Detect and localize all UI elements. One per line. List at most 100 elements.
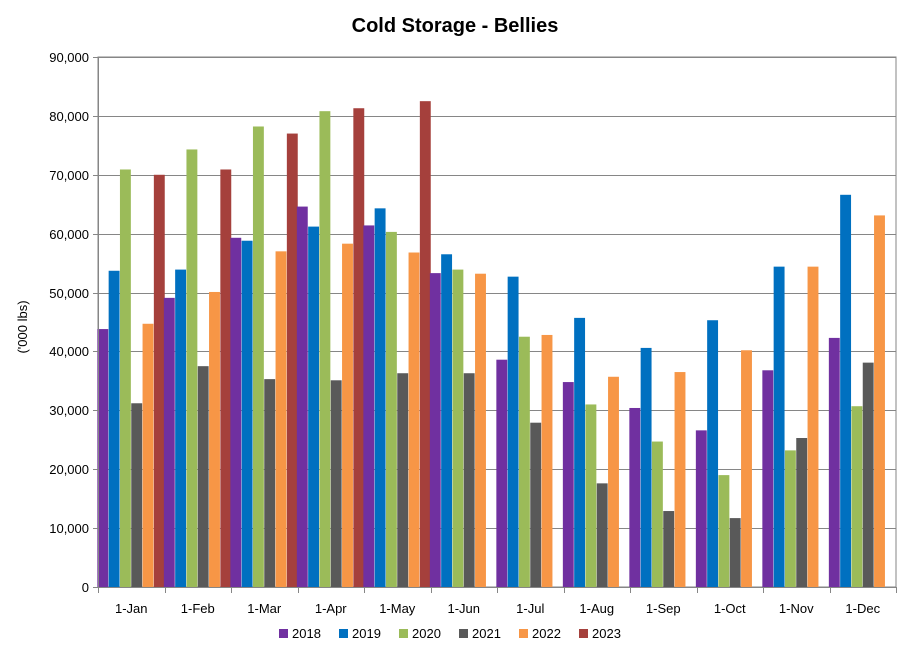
x-tick-label: 1-Feb bbox=[181, 601, 215, 616]
x-tick-label: 1-May bbox=[379, 601, 416, 616]
x-tick-label: 1-Aug bbox=[579, 601, 614, 616]
bar-2020-1-Nov bbox=[784, 450, 796, 587]
bar-2020-1-Sep bbox=[651, 441, 663, 587]
legend: 2018 2019 2020 2021 2022 2023 bbox=[279, 626, 621, 641]
bar-2020-1-Jan bbox=[119, 169, 131, 587]
y-tick-label: 60,000 bbox=[49, 227, 89, 242]
y-tick-label: 90,000 bbox=[49, 50, 89, 65]
legend-item-2019: 2019 bbox=[339, 626, 381, 641]
bar-2022-1-Apr bbox=[342, 243, 353, 587]
legend-swatch bbox=[459, 629, 468, 638]
bar-2021-1-Jul bbox=[530, 422, 542, 587]
x-tick-label: 1-Dec bbox=[845, 601, 880, 616]
bar-2020-1-Aug bbox=[585, 404, 597, 587]
y-axis-label: ('000 lbs) bbox=[15, 300, 30, 353]
bar-2021-1-Sep bbox=[663, 511, 675, 587]
bar-2021-1-Mar bbox=[264, 379, 276, 587]
x-tick-labels: 1-Jan 1-Feb 1-Mar 1-Apr 1-May 1-Jun 1-Jul 1-Aug… bbox=[115, 601, 881, 616]
legend-swatch bbox=[579, 629, 588, 638]
legend-label: 2022 bbox=[532, 626, 561, 641]
legend-swatch bbox=[339, 629, 348, 638]
bar-2023-1-Apr bbox=[353, 108, 365, 587]
legend-swatch bbox=[279, 629, 288, 638]
y-tick-label: 40,000 bbox=[49, 344, 89, 359]
y-tick-label: 50,000 bbox=[49, 286, 89, 301]
bar-2022-1-Jul bbox=[541, 334, 553, 587]
bar-2018-1-Mar bbox=[230, 237, 242, 588]
bar-2019-1-Sep bbox=[640, 347, 652, 587]
bar-2018-1-Nov bbox=[762, 370, 774, 587]
bar-2022-1-Jun bbox=[475, 273, 486, 587]
bar-2019-1-Jan bbox=[108, 270, 120, 587]
bar-2023-1-Jan bbox=[153, 174, 165, 587]
bar-2022-1-Jan bbox=[142, 323, 154, 587]
bar-2021-1-Feb bbox=[197, 366, 209, 587]
bar-2018-1-Jul bbox=[496, 359, 508, 587]
bar-2021-1-Oct bbox=[729, 518, 741, 587]
bar-2019-1-May bbox=[374, 208, 386, 587]
bar-2018-1-Sep bbox=[629, 407, 641, 587]
bar-2018-1-Dec bbox=[828, 337, 840, 587]
bar-2022-1-Aug bbox=[608, 376, 619, 587]
legend-item-2023: 2023 bbox=[579, 626, 621, 641]
bar-2019-1-Mar bbox=[241, 240, 253, 587]
bar-2022-1-Nov bbox=[807, 266, 819, 587]
bar-2019-1-Jun bbox=[441, 254, 453, 587]
bar-2023-1-Feb bbox=[220, 169, 232, 587]
x-tick-label: 1-Mar bbox=[247, 601, 282, 616]
y-tick-label: 70,000 bbox=[49, 168, 89, 183]
x-tick-label: 1-Sep bbox=[646, 601, 681, 616]
x-tick-label: 1-Nov bbox=[779, 601, 814, 616]
bar-2020-1-Jul bbox=[518, 336, 530, 587]
bar-2019-1-Dec bbox=[840, 194, 852, 588]
bar-2018-1-Jun bbox=[429, 273, 441, 587]
bar-2018-1-Oct bbox=[695, 430, 707, 587]
bar-2021-1-Jan bbox=[131, 403, 143, 587]
legend-item-2018: 2018 bbox=[279, 626, 321, 641]
bar-2018-1-Apr bbox=[296, 206, 308, 588]
bar-2023-1-May bbox=[419, 101, 431, 588]
y-tick-label: 80,000 bbox=[49, 109, 89, 124]
bar-2022-1-Sep bbox=[674, 372, 686, 587]
bar-2020-1-Apr bbox=[319, 111, 331, 587]
legend-item-2020: 2020 bbox=[399, 626, 441, 641]
legend-label: 2018 bbox=[292, 626, 321, 641]
bar-2023-1-Mar bbox=[286, 133, 298, 588]
bar-2019-1-Apr bbox=[308, 226, 320, 587]
bar-2019-1-Feb bbox=[175, 269, 187, 587]
y-tick-label: 20,000 bbox=[49, 462, 89, 477]
bar-2021-1-Jun bbox=[463, 373, 475, 587]
bar-2020-1-May bbox=[385, 231, 397, 587]
bar-2018-1-Feb bbox=[163, 297, 175, 587]
bar-2018-1-May bbox=[363, 225, 375, 587]
x-tick-label: 1-Jun bbox=[447, 601, 480, 616]
bar-2019-1-Aug bbox=[574, 317, 586, 587]
bar-2022-1-Dec bbox=[874, 215, 885, 587]
bar-2021-1-May bbox=[397, 373, 409, 587]
legend-swatch bbox=[399, 629, 408, 638]
bar-2020-1-Mar bbox=[252, 126, 264, 587]
bar-2020-1-Jun bbox=[452, 269, 464, 587]
bar-2022-1-May bbox=[408, 252, 420, 587]
bar-2022-1-Feb bbox=[209, 291, 220, 587]
legend-label: 2023 bbox=[592, 626, 621, 641]
bar-2018-1-Jan bbox=[97, 329, 109, 587]
bar-2019-1-Oct bbox=[707, 320, 719, 587]
legend-label: 2019 bbox=[352, 626, 381, 641]
x-tick-label: 1-Oct bbox=[714, 601, 746, 616]
bars bbox=[97, 101, 885, 588]
bar-2021-1-Dec bbox=[862, 362, 874, 587]
bar-2021-1-Nov bbox=[796, 438, 808, 587]
y-tick-labels: 0 10,000 20,000 30,000 40,000 50,000 60,000 70,… bbox=[49, 50, 89, 595]
legend-swatch bbox=[519, 629, 528, 638]
x-tick-label: 1-Apr bbox=[315, 601, 347, 616]
legend-item-2022: 2022 bbox=[519, 626, 561, 641]
bar-2020-1-Oct bbox=[718, 475, 730, 587]
bar-2019-1-Jul bbox=[507, 276, 519, 587]
legend-label: 2021 bbox=[472, 626, 501, 641]
bar-2018-1-Aug bbox=[562, 382, 574, 587]
bar-2020-1-Feb bbox=[186, 149, 198, 587]
bar-2022-1-Mar bbox=[275, 251, 287, 588]
